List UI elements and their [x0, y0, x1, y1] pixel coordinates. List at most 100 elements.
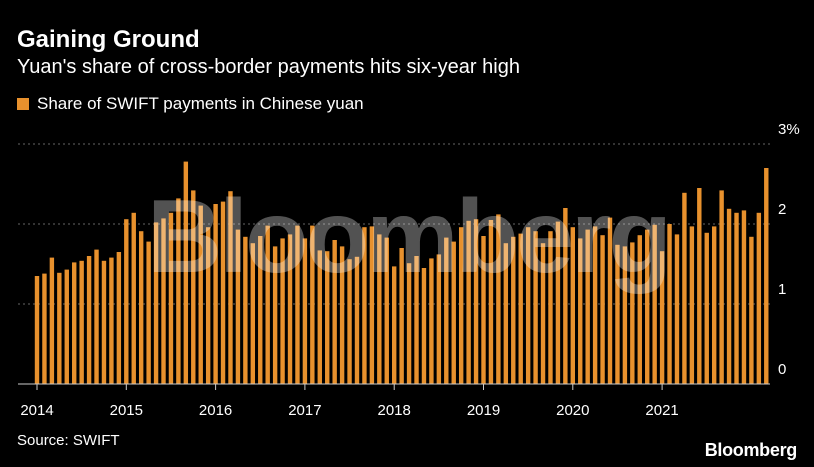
bar	[592, 226, 598, 384]
bar	[339, 246, 345, 384]
bar	[325, 251, 330, 384]
bar	[258, 236, 263, 384]
bar	[79, 260, 84, 384]
bar	[615, 244, 620, 384]
bar	[622, 246, 628, 384]
bar	[421, 268, 427, 384]
x-tick-label: 2016	[199, 402, 232, 419]
legend-label: Share of SWIFT payments in Chinese yuan	[37, 94, 364, 113]
bar	[726, 208, 732, 384]
bar	[518, 233, 523, 384]
bar	[429, 258, 434, 384]
bar	[585, 229, 590, 384]
bar	[563, 208, 568, 384]
bar	[235, 229, 241, 384]
bar	[548, 231, 553, 384]
bar	[451, 241, 456, 384]
bar	[734, 212, 739, 384]
bar	[525, 227, 531, 384]
bar	[369, 226, 375, 384]
x-tick-label: 2017	[288, 402, 321, 419]
bar	[756, 212, 762, 384]
bar	[645, 229, 650, 384]
watermark-text: Bloomberg	[147, 179, 669, 295]
bar	[533, 231, 538, 384]
bar	[64, 269, 69, 384]
bar	[444, 237, 449, 384]
bar	[213, 204, 218, 384]
bar	[287, 234, 293, 384]
bar	[183, 161, 189, 384]
bar	[101, 260, 107, 384]
bar	[295, 225, 300, 384]
bar	[362, 227, 367, 384]
bar	[600, 235, 605, 384]
bar	[496, 214, 501, 384]
bar	[659, 251, 665, 384]
bar	[94, 249, 99, 384]
bar	[749, 236, 754, 384]
bar	[377, 234, 382, 384]
bar	[317, 250, 322, 384]
bar	[555, 221, 561, 384]
bar	[220, 201, 226, 384]
bar	[49, 257, 55, 384]
bar	[399, 248, 404, 384]
bar	[689, 226, 695, 384]
bar	[153, 222, 159, 384]
bar	[332, 240, 337, 384]
y-tick-label: 0	[778, 361, 786, 378]
bar	[667, 224, 672, 384]
bar	[704, 232, 709, 384]
x-axis: 2014 2015 2016 2017 2018 2019 2020 2021	[18, 383, 770, 419]
bar	[458, 227, 464, 384]
bar	[116, 252, 122, 384]
source-note: Source: SWIFT	[17, 432, 120, 449]
bar	[682, 192, 687, 384]
y-axis-labels: 0 1 2 3%	[778, 121, 800, 378]
bar	[511, 236, 516, 384]
x-tick-label: 2018	[378, 402, 411, 419]
bar	[250, 243, 256, 384]
bar	[488, 220, 494, 384]
bar	[637, 235, 642, 384]
bloomberg-logo: Bloomberg	[704, 440, 798, 460]
bar	[473, 219, 479, 384]
bar	[711, 226, 717, 384]
bar	[243, 236, 248, 384]
bar	[205, 227, 211, 384]
bar	[272, 246, 278, 384]
bar	[570, 227, 575, 384]
watermark: Bloomberg	[147, 179, 672, 295]
y-tick-label: 1	[778, 281, 786, 298]
bar	[42, 273, 47, 384]
bar	[630, 242, 635, 384]
bar	[57, 272, 62, 384]
x-tick-label: 2019	[467, 402, 500, 419]
y-tick-label: 3%	[778, 121, 800, 138]
bar	[406, 263, 412, 384]
bar	[310, 225, 315, 384]
bar	[354, 256, 360, 384]
bar	[146, 241, 151, 384]
bar	[481, 236, 486, 384]
bar	[265, 225, 270, 384]
bar	[138, 231, 144, 384]
bar	[392, 266, 397, 384]
bar	[741, 210, 747, 384]
bar	[414, 256, 419, 384]
bar	[191, 190, 196, 384]
legend-swatch	[17, 98, 29, 110]
bar	[384, 237, 389, 384]
legend: Share of SWIFT payments in Chinese yuan	[17, 94, 364, 114]
bar	[503, 243, 509, 384]
bar	[540, 243, 546, 384]
bar	[607, 217, 613, 384]
x-tick-label: 2014	[20, 402, 53, 419]
bar	[34, 276, 40, 384]
bar	[652, 224, 657, 384]
bars	[34, 161, 769, 384]
y-tick-label: 2	[778, 201, 786, 218]
bar	[764, 168, 769, 384]
x-tick-label: 2020	[556, 402, 589, 419]
